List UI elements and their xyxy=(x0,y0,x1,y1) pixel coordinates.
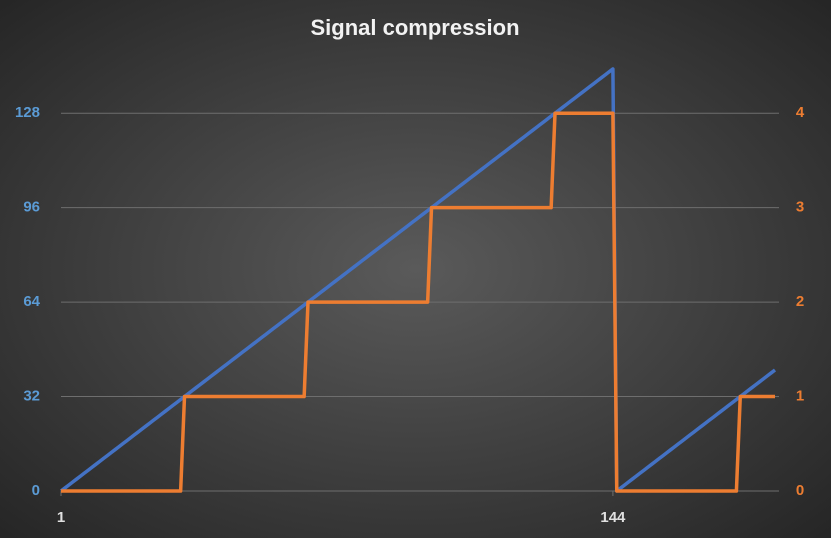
y-tick-label: 32 xyxy=(23,388,40,405)
series-line xyxy=(61,111,775,493)
y2-tick-label: 4 xyxy=(796,104,805,121)
y2-tick-label: 0 xyxy=(796,482,804,499)
y-tick-label: 64 xyxy=(23,293,40,310)
y-tick-label: 128 xyxy=(15,104,40,121)
y2-tick-label: 2 xyxy=(796,293,804,310)
y2-tick-label: 1 xyxy=(796,388,804,405)
x-tick-label: 144 xyxy=(600,509,626,526)
x-tick-label: 1 xyxy=(57,509,65,526)
y-tick-label: 96 xyxy=(23,199,40,216)
chart-title: Signal compression xyxy=(310,15,519,40)
y-tick-label: 0 xyxy=(32,482,40,499)
y2-tick-label: 3 xyxy=(796,199,804,216)
series-line xyxy=(59,67,777,493)
